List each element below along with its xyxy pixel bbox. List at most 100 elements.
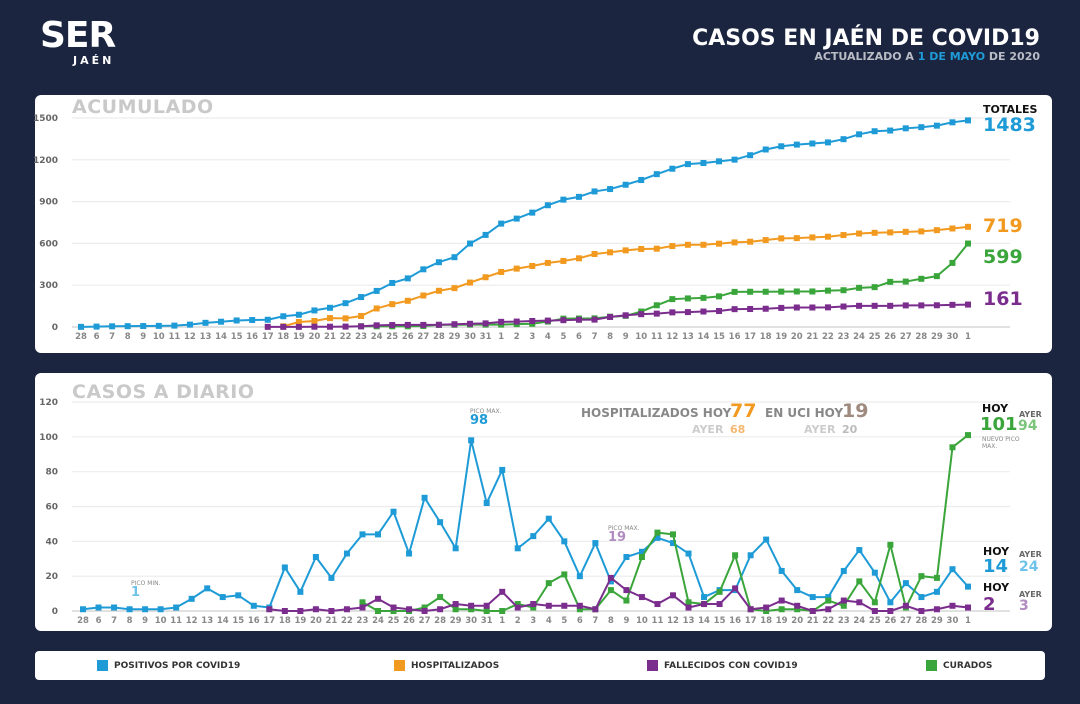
daily-curados-point: [732, 552, 739, 559]
daily-xtick-label: 2: [515, 616, 521, 626]
cumulative-fallecidos-point: [404, 321, 411, 328]
cumulative-xtick-label: 30: [464, 332, 476, 342]
fallecidos-hoy-label: HOY: [983, 581, 1010, 594]
cumulative-fallecidos-point: [700, 308, 707, 315]
cumulative-ytick-label: 300: [39, 281, 58, 291]
cumulative-curados-point: [871, 284, 878, 291]
nuevo-pico-label: NUEVO PICO MAX.: [982, 436, 1020, 450]
cumulative-hospitalizados-point: [575, 255, 582, 262]
daily-positivos-point: [343, 550, 350, 557]
cumulative-positivos-point: [171, 322, 178, 329]
cumulative-positivos-point: [949, 119, 956, 126]
cumulative-fallecidos-point: [451, 321, 458, 328]
daily-xtick-label: 18: [279, 616, 291, 626]
cumulative-positivos-point: [965, 117, 971, 124]
cumulative-curados-point: [793, 288, 800, 295]
cumulative-hospitalizados-point: [326, 315, 333, 322]
cumulative-hospitalizados-point: [295, 318, 302, 325]
daily-positivos-point: [359, 531, 366, 538]
cumulative-hospitalizados-point: [747, 238, 754, 245]
daily-xtick-label: 29: [931, 616, 943, 626]
daily-fallecidos-point: [576, 602, 583, 609]
cumulative-fallecidos-point: [933, 302, 940, 309]
cumulative-hospitalizados-point: [607, 249, 614, 256]
cumulative-curados-point: [840, 287, 847, 294]
daily-xtick-label: 12: [186, 616, 198, 626]
cumulative-hospitalizados-line: [283, 225, 969, 328]
cumulative-positivos-point: [591, 188, 598, 195]
daily-curados-point: [452, 606, 459, 613]
hosp-label: HOSPITALIZADOS HOY: [581, 406, 732, 420]
cumulative-fallecidos-point: [358, 323, 365, 330]
cumulative-curados-point: [965, 240, 971, 247]
daily-xtick-label: 9: [142, 616, 148, 626]
cumulative-fallecidos-point: [856, 302, 863, 309]
cumulative-xtick-label: 24: [853, 332, 865, 342]
cumulative-xtick-label: 24: [371, 332, 383, 342]
cumulative-positivos-point: [233, 317, 240, 324]
cumulative-fallecidos-point: [482, 320, 489, 327]
cumulative-positivos-point: [186, 321, 193, 328]
hosp-today: 77: [730, 400, 757, 422]
daily-fallecidos-point: [499, 588, 506, 595]
cumulative-xtick-label: 15: [713, 332, 725, 342]
daily-xtick-label: 4: [546, 616, 552, 626]
daily-positivos-point: [375, 531, 381, 538]
total-hospitalizados: 719: [983, 215, 1023, 237]
daily-xtick-label: 17: [263, 616, 275, 626]
cumulative-hospitalizados-point: [933, 227, 940, 234]
cumulative-positivos-point: [856, 131, 863, 138]
daily-curados-point: [871, 599, 878, 606]
cumulative-hospitalizados-point: [373, 305, 380, 312]
cumulative-xtick-label: 26: [402, 332, 414, 342]
cumulative-positivos-point: [653, 171, 660, 178]
cumulative-fallecidos-point: [544, 317, 551, 324]
cumulative-xtick-label: 20: [791, 332, 803, 342]
daily-fallecidos-point: [732, 585, 739, 592]
cumulative-positivos-point: [607, 186, 614, 193]
cumulative-fallecidos-point: [342, 323, 349, 330]
cumulative-positivos-point: [731, 156, 738, 163]
cumulative-curados-point: [731, 288, 738, 295]
page-title: CASOS EN JAÉN DE COVID19: [692, 26, 1040, 51]
daily-fallecidos-point: [514, 604, 521, 611]
legend-positivos-swatch: [97, 660, 108, 671]
daily-xtick-label: 24: [853, 616, 865, 626]
daily-fallecidos-point: [701, 601, 708, 608]
cumulative-fallecidos-point: [684, 309, 691, 316]
cumulative-fallecidos-point: [622, 312, 629, 319]
cumulative-curados-point: [887, 278, 894, 285]
daily-xtick-label: 26: [884, 616, 896, 626]
daily-positivos-point: [933, 588, 940, 595]
cumulative-fallecidos-point: [575, 316, 582, 323]
cumulative-fallecidos-point: [264, 323, 271, 330]
cumulative-xtick-label: 18: [277, 332, 289, 342]
fallecidos-pico-value: 19: [608, 530, 627, 545]
cumulative-xtick-label: 25: [386, 332, 398, 342]
cumulative-positivos-point: [342, 300, 349, 307]
daily-curados-point: [514, 601, 521, 608]
cumulative-xtick-label: 7: [592, 332, 598, 342]
daily-curados-point: [638, 554, 645, 561]
cumulative-positivos-point: [249, 317, 256, 324]
cumulative-positivos-point: [264, 316, 271, 323]
legend-positivos: POSITIVOS POR COVID19: [114, 661, 241, 671]
cumulative-positivos-point: [420, 266, 427, 273]
daily-positivos-point: [188, 595, 195, 602]
cumulative-positivos-point: [467, 240, 474, 247]
uci-label: EN UCI HOY: [765, 406, 844, 420]
positivos-hoy: 14: [983, 556, 1009, 577]
cumulative-positivos-point: [887, 127, 894, 134]
daily-positivos-line: [82, 439, 969, 611]
curados-hoy: 101: [980, 414, 1018, 435]
daily-positivos-point: [949, 566, 956, 573]
cumulative-fallecidos-line: [267, 303, 969, 328]
cumulative-fallecidos-point: [638, 311, 645, 318]
daily-positivos-point: [281, 564, 288, 571]
totals-label: TOTALES: [983, 103, 1038, 116]
daily-fallecidos-point: [794, 602, 801, 609]
daily-positivos-point: [499, 466, 506, 473]
cumulative-hospitalizados-point: [824, 233, 831, 240]
cumulative-hospitalizados-point: [482, 274, 489, 281]
cumulative-xtick-label: 27: [900, 332, 912, 342]
